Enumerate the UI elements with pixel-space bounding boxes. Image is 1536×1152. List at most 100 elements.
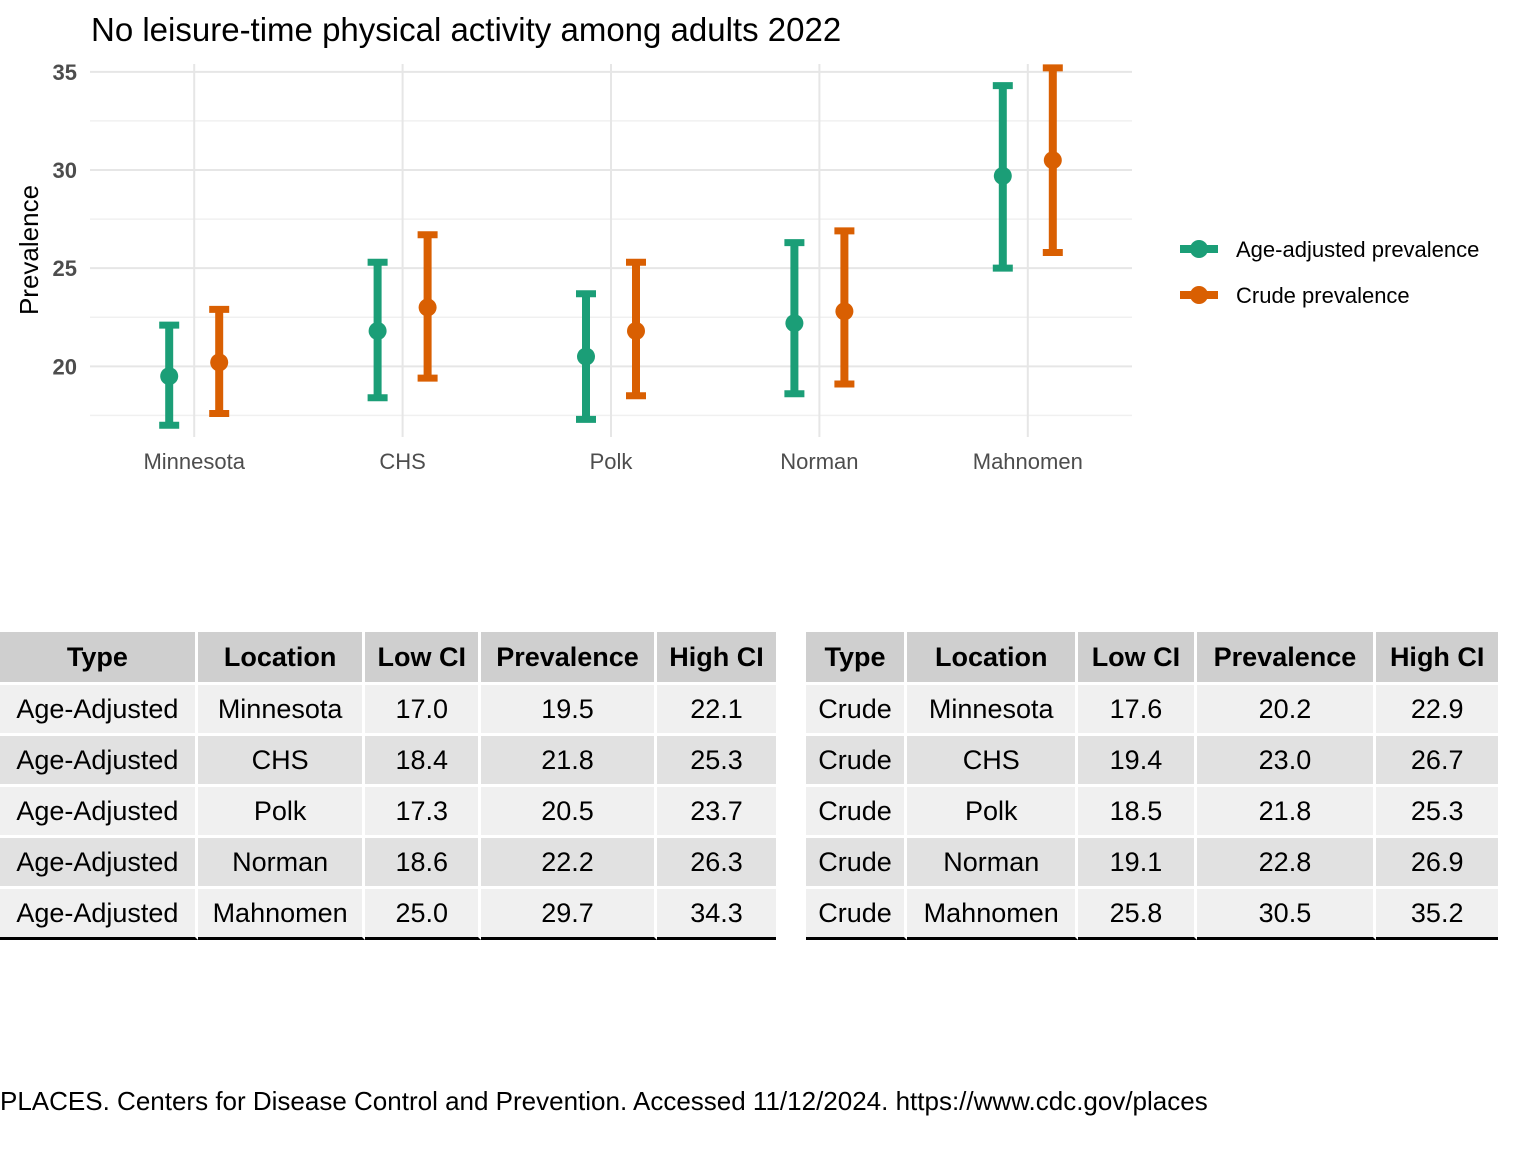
table-cell: 17.0 — [365, 682, 482, 733]
y-tick-label: 20 — [53, 354, 77, 379]
x-tick-label: Polk — [590, 449, 634, 474]
table-cell: 22.1 — [657, 682, 776, 733]
table-row: Crude Mahnomen 25.8 30.5 35.2 — [806, 886, 1498, 940]
table-cell: Polk — [197, 784, 366, 835]
data-point — [627, 321, 645, 340]
table-cell: 19.5 — [481, 682, 658, 733]
legend-item: Age-adjusted prevalence — [1180, 237, 1479, 262]
table-cell: Age-Adjusted — [0, 835, 198, 886]
table-cell: 20.5 — [481, 784, 658, 835]
data-point — [160, 367, 179, 386]
table-row: Crude Minnesota 17.6 20.2 22.9 — [806, 682, 1498, 733]
table-cell: Age-Adjusted — [0, 682, 198, 733]
table-cell: 20.2 — [1196, 682, 1377, 733]
table-cell: 21.8 — [1196, 784, 1377, 835]
table-cell: Crude — [806, 835, 908, 886]
source-note: PLACES. Centers for Disease Control and … — [0, 1086, 1208, 1116]
chart: No leisure-time physical activity among … — [14, 11, 1479, 474]
legend-swatch-point — [1190, 286, 1208, 304]
table-row: Age-Adjusted CHS 18.4 21.8 25.3 — [0, 733, 776, 784]
data-point — [418, 298, 437, 317]
table-cell: 35.2 — [1376, 886, 1498, 940]
data-point — [577, 347, 595, 366]
legend-swatch-point — [1190, 240, 1208, 258]
table-cell: Age-Adjusted — [0, 733, 198, 784]
table-cell: 19.1 — [1078, 835, 1197, 886]
crude-table: Type Location Low CI Prevalence High CI Crud… — [806, 632, 1498, 940]
table-cell: Minnesota — [907, 682, 1079, 733]
x-tick-label: Norman — [780, 449, 858, 474]
column-header: Type — [0, 632, 198, 682]
age-adjusted-table: Type Location Low CI Prevalence High CI Age-… — [0, 632, 776, 940]
table-cell: 25.0 — [365, 886, 482, 940]
table-cell: 18.4 — [365, 733, 482, 784]
y-tick-label: 25 — [53, 256, 77, 281]
data-point — [835, 302, 854, 321]
table-cell: 19.4 — [1078, 733, 1197, 784]
data-point — [368, 321, 387, 340]
x-tick-labels: Minnesota CHS Polk Norman Mahnomen — [143, 449, 1082, 474]
table-cell: 22.2 — [481, 835, 658, 886]
table-cell: 17.6 — [1078, 682, 1197, 733]
table-header-row: Type Location Low CI Prevalence High CI — [806, 632, 1498, 682]
legend: Age-adjusted prevalence Crude prevalence — [1180, 237, 1479, 308]
data-point — [993, 166, 1012, 185]
table-header-row: Type Location Low CI Prevalence High CI — [0, 632, 776, 682]
table-cell: 22.8 — [1196, 835, 1377, 886]
table-cell: 29.7 — [481, 886, 658, 940]
table-row: Crude Polk 18.5 21.8 25.3 — [806, 784, 1498, 835]
table-row: Age-Adjusted Polk 17.3 20.5 23.7 — [0, 784, 776, 835]
column-header: Low CI — [1078, 632, 1197, 682]
table-cell: 34.3 — [657, 886, 776, 940]
legend-item: Crude prevalence — [1180, 283, 1410, 308]
table-row: Age-Adjusted Mahnomen 25.0 29.7 34.3 — [0, 886, 776, 940]
table-cell: 17.3 — [365, 784, 482, 835]
data-point — [1043, 151, 1062, 170]
series-0 — [159, 82, 1013, 429]
table-cell: Minnesota — [197, 682, 366, 733]
table-cell: 26.9 — [1376, 835, 1498, 886]
table-row: Age-Adjusted Norman 18.6 22.2 26.3 — [0, 835, 776, 886]
column-header: Type — [806, 632, 908, 682]
column-header: Low CI — [365, 632, 482, 682]
table-cell: 18.5 — [1078, 784, 1197, 835]
table-cell: Crude — [806, 733, 908, 784]
data-point — [785, 314, 804, 333]
table-cell: Norman — [907, 835, 1079, 886]
table-cell: 30.5 — [1196, 886, 1377, 940]
x-tick-label: CHS — [379, 449, 425, 474]
table-row: Crude Norman 19.1 22.8 26.9 — [806, 835, 1498, 886]
y-tick-label: 30 — [53, 158, 77, 183]
table-cell: 18.6 — [365, 835, 482, 886]
table-cell: Crude — [806, 886, 908, 940]
data-point — [210, 353, 229, 372]
table-cell: Age-Adjusted — [0, 784, 198, 835]
table-cell: 23.7 — [657, 784, 776, 835]
x-tick-label: Mahnomen — [973, 449, 1083, 474]
column-header: High CI — [657, 632, 776, 682]
y-tick-labels: 20 25 30 35 — [53, 60, 77, 379]
table-cell: Age-Adjusted — [0, 886, 198, 940]
table-cell: 25.8 — [1078, 886, 1197, 940]
legend-label: Crude prevalence — [1236, 283, 1410, 308]
column-header: Prevalence — [481, 632, 658, 682]
y-tick-label: 35 — [53, 60, 77, 85]
table-cell: Mahnomen — [907, 886, 1079, 940]
legend-label: Age-adjusted prevalence — [1236, 237, 1479, 262]
table-row: Age-Adjusted Minnesota 17.0 19.5 22.1 — [0, 682, 776, 733]
table-cell: 25.3 — [657, 733, 776, 784]
table-cell: 21.8 — [481, 733, 658, 784]
table-row: Crude CHS 19.4 23.0 26.7 — [806, 733, 1498, 784]
table-cell: Polk — [907, 784, 1079, 835]
grid-lines — [90, 64, 1132, 437]
table-cell: 25.3 — [1376, 784, 1498, 835]
chart-title: No leisure-time physical activity among … — [91, 11, 841, 48]
table-cell: 23.0 — [1196, 733, 1377, 784]
column-header: Prevalence — [1196, 632, 1377, 682]
y-axis-label: Prevalence — [14, 185, 44, 315]
table-cell: Crude — [806, 784, 908, 835]
table-cell: CHS — [907, 733, 1079, 784]
x-tick-label: Minnesota — [143, 449, 245, 474]
column-header: High CI — [1376, 632, 1498, 682]
table-cell: Mahnomen — [197, 886, 366, 940]
